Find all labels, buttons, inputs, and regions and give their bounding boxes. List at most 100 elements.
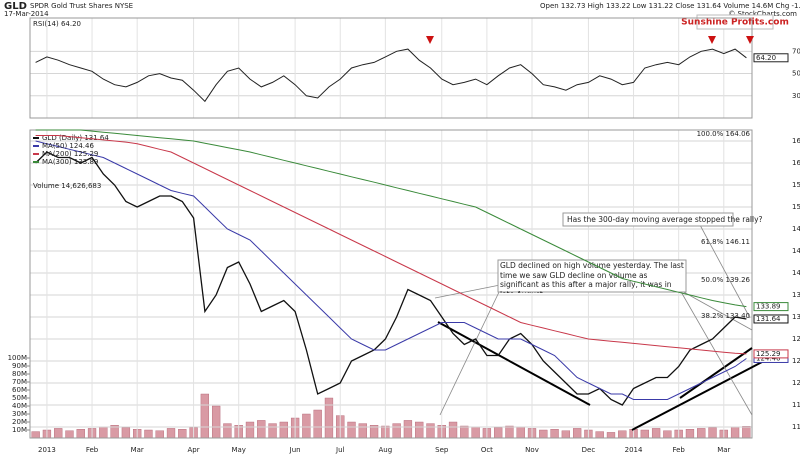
fib-label: 100.0% 164.06 — [697, 130, 751, 138]
y-tick-label: 124 — [792, 357, 800, 365]
series-line — [35, 48, 747, 103]
volume-bar — [663, 430, 672, 439]
volume-bar — [155, 430, 164, 439]
credit: © StockCharts.com — [728, 10, 797, 18]
volume-bar — [54, 428, 63, 439]
series-line — [35, 135, 747, 355]
y-tick-label: 164 — [792, 137, 800, 145]
volume-bar — [245, 421, 255, 439]
volume-bar — [595, 431, 604, 439]
x-tick-label: Mar — [717, 446, 730, 454]
rsi-title: RSI(14) 64.20 — [33, 20, 81, 28]
x-tick-label: Jun — [289, 446, 301, 454]
fib-label: 50.0% 139.26 — [701, 276, 751, 284]
volume-bar — [426, 423, 435, 439]
y-tick-label: 90M — [12, 362, 27, 370]
y-tick-label: 144 — [792, 247, 800, 255]
volume-bar — [31, 431, 40, 439]
x-tick-label: 2014 — [625, 446, 643, 454]
volume-bar — [313, 409, 322, 439]
y-tick-label: 70 — [792, 47, 800, 55]
volume-bar — [65, 430, 74, 439]
volume-bar — [516, 426, 525, 439]
volume-bar — [121, 427, 131, 439]
x-tick-label: Dec — [582, 446, 596, 454]
x-tick-label: May — [231, 446, 245, 454]
volume-bar — [144, 429, 153, 439]
arrow — [746, 36, 754, 44]
end-label: 64.20 — [756, 54, 776, 62]
series-line — [35, 140, 747, 400]
end-label: 133.89 — [756, 303, 781, 311]
x-tick-label: Nov — [525, 446, 539, 454]
y-tick-label: 152 — [792, 203, 800, 211]
volume-bar — [302, 413, 311, 439]
x-tick-label: Mar — [131, 446, 144, 454]
volume-bar — [561, 430, 571, 439]
arrow — [426, 36, 434, 44]
security-name: SPDR Gold Trust Shares NYSE — [30, 2, 133, 10]
x-tick-label: 2013 — [38, 446, 56, 454]
y-tick-label: 60M — [12, 386, 27, 394]
x-tick-label: Feb — [86, 446, 99, 454]
x-tick-label: Jul — [335, 446, 345, 454]
pointer-lines — [434, 224, 753, 416]
y-tick-label: 156 — [792, 181, 800, 189]
legend-label: MA(200) 125.29 — [42, 150, 98, 158]
legend-label: MA(50) 124.46 — [42, 142, 94, 150]
volume-bar — [742, 426, 751, 439]
y-tick-label: 30M — [12, 410, 27, 418]
volume-bar — [223, 423, 232, 439]
volume-bar — [494, 427, 503, 439]
volume-bar — [606, 432, 616, 439]
volume-bar — [257, 420, 266, 439]
volume-bar — [358, 423, 367, 439]
volume-bar — [572, 428, 582, 439]
quote: Open 132.73 High 133.22 Low 131.22 Close… — [540, 2, 800, 10]
volume-bar — [448, 421, 458, 439]
end-label: 131.64 — [756, 315, 781, 323]
y-tick-label: 100M — [8, 354, 27, 362]
x-tick-label: Aug — [379, 446, 393, 454]
y-tick-label: 80M — [12, 370, 27, 378]
y-tick-label: 50M — [12, 394, 27, 402]
y-tick-label: 20M — [12, 418, 27, 426]
volume-bar — [640, 429, 649, 439]
y-tick-label: 120 — [792, 379, 800, 387]
y-tick-label: 136 — [792, 291, 800, 299]
volume-bar — [415, 421, 424, 439]
trend-line — [679, 347, 753, 399]
fib-label: 61.8% 146.11 — [701, 238, 750, 246]
volume-legend: Volume 14,626,683 — [33, 182, 101, 190]
x-tick-label: Feb — [672, 446, 685, 454]
y-tick-label: 10M — [12, 426, 27, 434]
y-tick-label: 112 — [792, 423, 800, 431]
note-box — [562, 212, 734, 227]
y-tick-label: 30 — [792, 92, 800, 100]
note-wrap: GLD declined on high volume yesterday. T… — [500, 261, 684, 293]
volume-bar — [505, 425, 514, 439]
pointer — [699, 224, 751, 319]
y-tick-label: 70M — [12, 378, 27, 386]
x-tick-label: Sep — [435, 446, 449, 454]
volume-bar — [550, 429, 559, 439]
note: Has the 300-day moving average stopped t… — [567, 215, 763, 224]
volume-bar — [460, 425, 469, 439]
price-frame — [29, 129, 753, 439]
volume-bar — [166, 428, 176, 439]
volume-bar — [471, 426, 480, 439]
y-tick-label: 160 — [792, 159, 800, 167]
pointer — [439, 289, 501, 416]
volume-bar — [697, 428, 706, 439]
volume-bar — [211, 405, 221, 439]
volume-bar — [347, 421, 356, 439]
y-tick-label: 132 — [792, 313, 800, 321]
volume-bar — [99, 426, 108, 439]
y-tick-label: 50 — [792, 70, 800, 78]
volume-bar — [279, 421, 288, 439]
volume-bar — [651, 428, 661, 439]
volume-bar — [708, 427, 717, 439]
y-tick-label: 40M — [12, 402, 27, 410]
y-tick-label: 116 — [792, 401, 800, 409]
arrow — [708, 36, 716, 44]
